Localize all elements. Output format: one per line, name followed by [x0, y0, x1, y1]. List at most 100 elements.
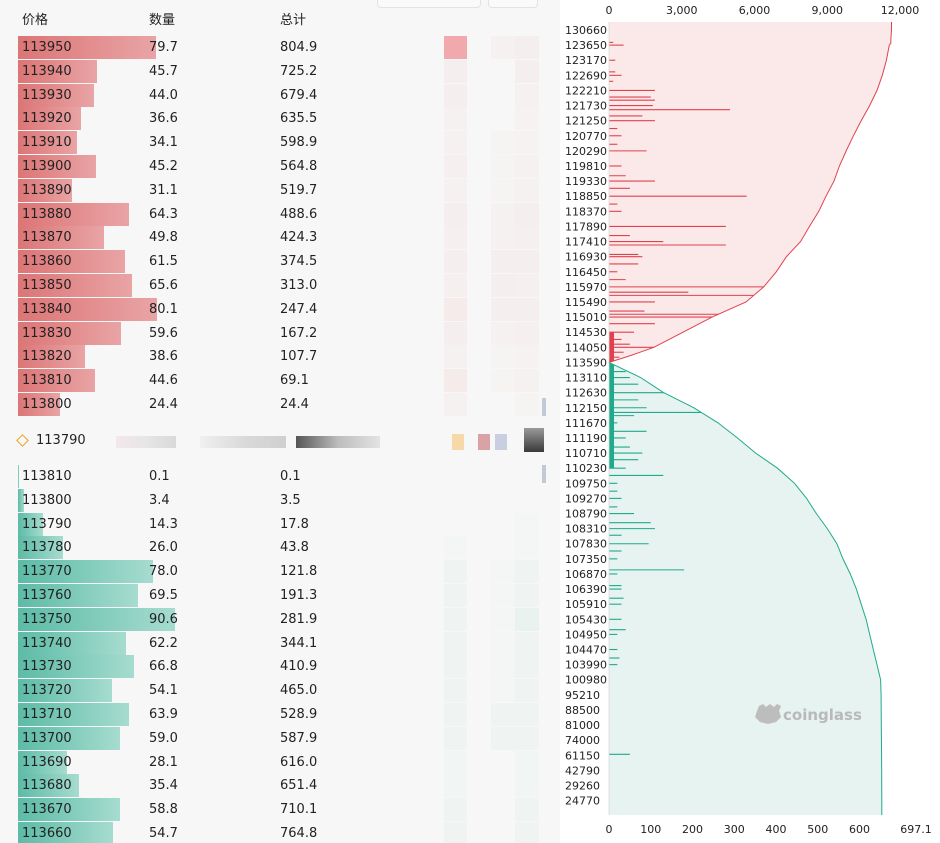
blurred-swatch [495, 434, 507, 450]
bid-row[interactable]: 113730 66.8 410.9 [0, 655, 560, 679]
bid-row[interactable]: 113780 26.0 43.8 [0, 536, 560, 560]
ask-row[interactable]: 113860 61.5 374.5 [0, 250, 560, 274]
ask-row[interactable]: 113880 64.3 488.6 [0, 202, 560, 226]
bid-heat-cell [515, 822, 539, 843]
bid-depth-curve [608, 361, 883, 815]
ask-price: 113860 [22, 254, 72, 270]
ask-row[interactable]: 113900 45.2 564.8 [0, 155, 560, 178]
ask-heat-cell [491, 369, 515, 393]
ask-heat-cell [515, 83, 539, 107]
ask-total: 24.4 [280, 397, 309, 412]
bid-row[interactable]: 113720 54.1 465.0 [0, 679, 560, 703]
bid-depth-bar [18, 679, 112, 703]
ask-row[interactable]: 113850 65.6 313.0 [0, 274, 560, 297]
ask-row[interactable]: 113810 44.6 69.1 [0, 369, 560, 393]
ask-heat-cell [491, 155, 515, 178]
bid-total: 43.8 [280, 540, 309, 556]
ask-heat-cell [515, 226, 539, 250]
scroll-indicator[interactable] [542, 465, 546, 483]
ask-heat-cell [515, 250, 539, 274]
ask-row[interactable]: 113840 80.1 247.4 [0, 297, 560, 321]
bid-qty: 62.2 [149, 635, 178, 651]
price-tick-label: 120770 [565, 130, 607, 143]
bid-heat-cell [444, 750, 467, 774]
ask-row[interactable]: 113820 38.6 107.7 [0, 345, 560, 369]
bid-row[interactable]: 113790 14.3 17.8 [0, 512, 560, 536]
bid-depth-bar [18, 488, 24, 512]
ask-heat-cell [444, 393, 467, 416]
bid-heat-cell [515, 703, 539, 726]
ask-row[interactable]: 113830 59.6 167.2 [0, 321, 560, 345]
header-price[interactable]: 价格 [22, 13, 49, 28]
ask-qty: 79.7 [149, 40, 178, 55]
ask-row[interactable]: 113930 44.0 679.4 [0, 83, 560, 107]
bid-qty: 3.4 [149, 492, 170, 508]
ask-row[interactable]: 113940 45.7 725.2 [0, 59, 560, 83]
ask-heat-cell [444, 107, 467, 131]
ask-qty: 34.1 [149, 135, 178, 151]
volume-tick-label: 400 [765, 823, 786, 836]
bid-price: 113720 [22, 683, 72, 699]
scroll-indicator[interactable] [542, 398, 546, 416]
bid-row[interactable]: 113690 28.1 616.0 [0, 750, 560, 774]
ask-row[interactable]: 113910 34.1 598.9 [0, 131, 560, 155]
ask-price: 113850 [22, 278, 72, 293]
bid-price: 113790 [22, 516, 72, 532]
bid-row[interactable]: 113670 58.8 710.1 [0, 798, 560, 822]
ask-price: 113890 [22, 182, 72, 198]
bid-row[interactable]: 113680 35.4 651.4 [0, 774, 560, 798]
price-tick-label: 113590 [565, 356, 607, 369]
bid-total: 281.9 [280, 611, 318, 627]
bid-heat-cell [491, 560, 515, 584]
ask-heat-cell [444, 155, 467, 178]
bid-qty: 28.1 [149, 754, 178, 770]
header-total[interactable]: 总计 [280, 13, 307, 28]
bid-depth-bar [18, 655, 134, 679]
ask-total: 519.7 [280, 182, 318, 198]
bid-price: 113670 [22, 802, 72, 818]
ask-total: 635.5 [280, 111, 318, 127]
bid-heat-cell [515, 798, 539, 822]
bid-row[interactable]: 113700 59.0 587.9 [0, 726, 560, 750]
volume-tick-label: 200 [682, 823, 703, 836]
price-tick-label: 114050 [565, 341, 607, 354]
bid-row[interactable]: 113810 0.1 0.1 [0, 465, 560, 488]
ask-heat-cell [515, 155, 539, 178]
tab-button-stub-2[interactable] [488, 0, 538, 8]
ask-row[interactable]: 113890 31.1 519.7 [0, 178, 560, 202]
ask-qty: 65.6 [149, 278, 178, 293]
ask-qty: 38.6 [149, 349, 178, 365]
ask-row[interactable]: 113800 24.4 24.4 [0, 393, 560, 416]
bid-row[interactable]: 113710 63.9 528.9 [0, 703, 560, 726]
bid-total: 121.8 [280, 564, 318, 580]
ask-heat-cell [515, 178, 539, 202]
bid-depth-bar [18, 607, 175, 631]
bid-total: 3.5 [280, 492, 301, 508]
header-qty[interactable]: 数量 [149, 13, 176, 28]
ask-heat-cell [515, 107, 539, 131]
bid-qty: 54.1 [149, 683, 178, 699]
ask-heat-cell [491, 178, 515, 202]
bid-row[interactable]: 113770 78.0 121.8 [0, 560, 560, 584]
bid-row[interactable]: 113740 62.2 344.1 [0, 631, 560, 655]
price-tick-label: 118850 [565, 190, 607, 203]
ask-price: 113800 [22, 397, 72, 412]
bid-heat-cell [515, 584, 539, 607]
ask-row[interactable]: 113870 49.8 424.3 [0, 226, 560, 250]
bid-depth-bar [18, 822, 113, 843]
ask-row[interactable]: 113950 79.7 804.9 [0, 36, 560, 59]
bid-row[interactable]: 113800 3.4 3.5 [0, 488, 560, 512]
bid-row[interactable]: 113660 54.7 764.8 [0, 822, 560, 843]
watermark: coinglass [755, 704, 862, 724]
ask-row[interactable]: 113920 36.6 635.5 [0, 107, 560, 131]
bid-total: 0.1 [280, 469, 301, 484]
ask-qty: 64.3 [149, 206, 178, 222]
ask-heat-cell [444, 297, 467, 321]
bid-heat-cell [515, 726, 539, 750]
ask-depth-bar [18, 107, 82, 131]
ask-total: 247.4 [280, 301, 318, 317]
bid-row[interactable]: 113760 69.5 191.3 [0, 584, 560, 607]
price-tick-label: 123650 [565, 39, 607, 52]
tab-button-stub[interactable] [377, 0, 481, 8]
bid-row[interactable]: 113750 90.6 281.9 [0, 607, 560, 631]
